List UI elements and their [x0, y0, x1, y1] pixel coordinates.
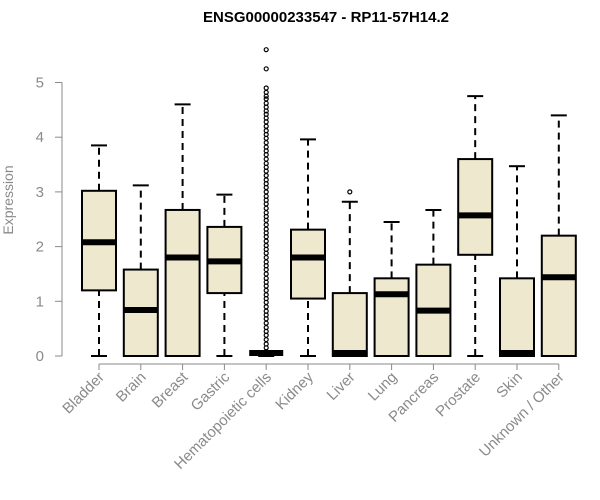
outlier-point [263, 189, 269, 195]
y-tick-label: 1 [36, 293, 44, 310]
y-tick-label: 4 [36, 129, 44, 146]
box-group [540, 114, 577, 357]
box-body [290, 228, 326, 300]
x-tick-label: Breast [149, 368, 192, 411]
outlier-point [263, 140, 269, 146]
x-tick-label: Brain [113, 369, 150, 406]
outlier-point [263, 85, 269, 91]
y-tick-label: 3 [36, 184, 44, 201]
box-group [206, 193, 243, 357]
box-body [499, 277, 535, 357]
y-tick-label: 5 [36, 75, 44, 92]
outlier-point [263, 205, 269, 211]
outlier-point [263, 96, 269, 102]
y-axis-label: Expression [0, 165, 16, 234]
outlier-point [263, 156, 269, 162]
box-group [122, 184, 159, 358]
y-tick-label: 2 [36, 239, 44, 256]
y-tick-label: 0 [36, 348, 44, 365]
outlier-point [347, 189, 353, 195]
x-tick-label: Lung [365, 369, 401, 405]
box-body [164, 208, 201, 357]
outlier-point [263, 108, 269, 114]
box-group [81, 144, 117, 357]
outlier-point [263, 47, 269, 53]
outlier-point [263, 222, 269, 228]
box-group [331, 189, 368, 357]
box-body [457, 158, 494, 256]
chart-title: ENSG00000233547 - RP11-57H14.2 [203, 9, 449, 26]
x-tick-label: Bladder [59, 369, 108, 418]
outlier-point [263, 271, 269, 277]
box-group [290, 138, 326, 357]
outlier-point [263, 93, 269, 99]
outlier-point [263, 172, 269, 179]
outlier-point [263, 287, 269, 293]
box-body [373, 277, 410, 357]
box-group [457, 95, 494, 357]
x-tick-label: Liver [324, 369, 359, 404]
box-body [540, 234, 577, 357]
outlier-point [263, 254, 269, 261]
y-axis: 0 1 2 3 4 5 [36, 75, 63, 365]
box-group [164, 103, 201, 357]
boxes-layer [81, 47, 577, 358]
outlier-point [263, 238, 269, 244]
box-body [331, 292, 368, 357]
outlier-point [263, 320, 269, 326]
outlier-point [263, 66, 269, 72]
outlier-point [263, 349, 269, 355]
x-tick-label: Kidney [272, 368, 317, 413]
box-group [499, 165, 535, 357]
x-tick-label: Prostate [432, 369, 484, 421]
box-group [373, 220, 410, 357]
outlier-point [263, 304, 269, 310]
outlier-point [263, 123, 269, 129]
x-tick-label: Skin [493, 369, 526, 402]
box-group [415, 208, 452, 357]
box-group [249, 47, 284, 357]
outlier-point [263, 336, 269, 343]
outlier-point [263, 119, 269, 125]
